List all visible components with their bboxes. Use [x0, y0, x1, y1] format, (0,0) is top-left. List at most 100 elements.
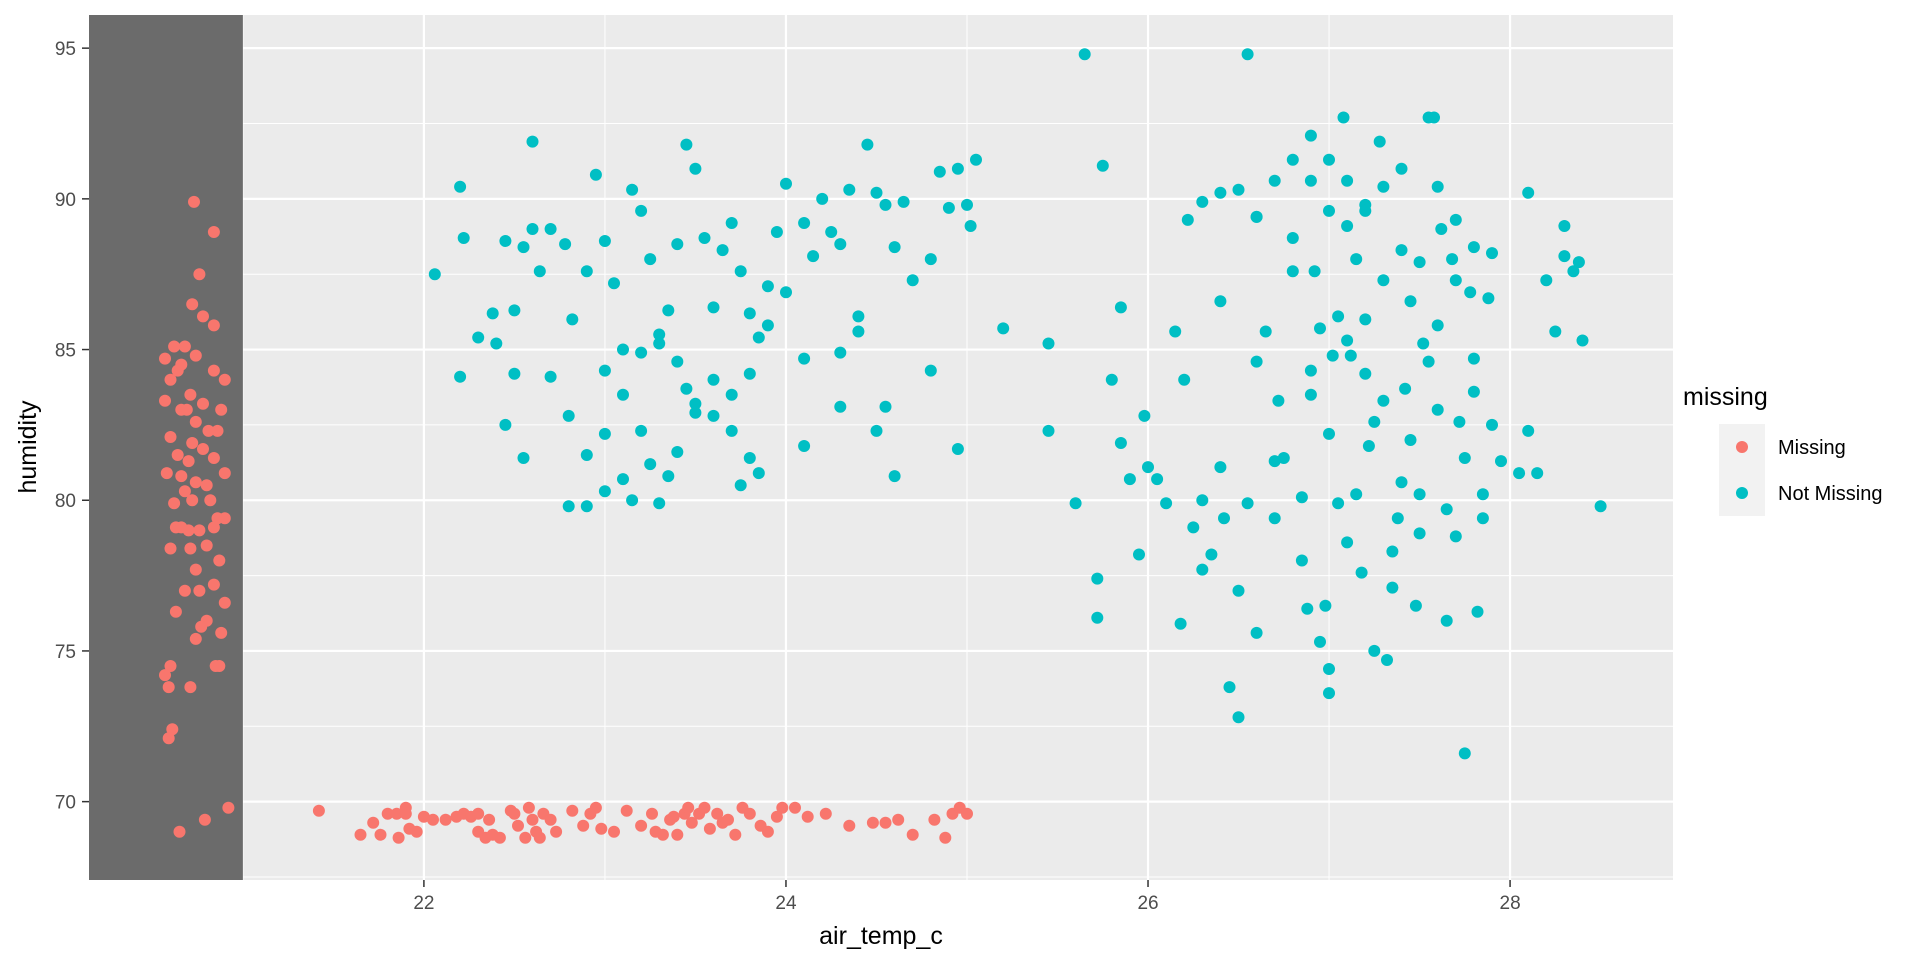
point-not-missing [1344, 349, 1357, 362]
point-not-missing [1362, 440, 1375, 452]
point-missing [381, 807, 394, 820]
point-not-missing [725, 217, 738, 229]
point-not-missing [1286, 265, 1299, 278]
point-not-missing [653, 328, 666, 341]
point-missing [508, 807, 521, 820]
point-missing [189, 415, 202, 428]
point-not-missing [1458, 747, 1471, 760]
point-missing [685, 816, 698, 829]
point-not-missing [834, 238, 847, 251]
point-missing [667, 810, 680, 823]
point-not-missing [1123, 473, 1136, 486]
point-missing [526, 813, 539, 826]
point-not-missing [598, 235, 611, 247]
point-missing [589, 801, 602, 814]
point-missing [188, 195, 200, 208]
x-axis-title: air_temp_c [819, 922, 943, 950]
point-not-missing [1458, 452, 1471, 464]
point-missing [218, 373, 231, 386]
point-missing [168, 340, 181, 353]
point-not-missing [1558, 250, 1571, 263]
point-not-missing [1572, 256, 1585, 269]
x-tick-label: 28 [1500, 893, 1521, 914]
point-not-missing [1069, 497, 1082, 510]
point-not-missing [1232, 584, 1245, 597]
point-missing [186, 298, 199, 311]
point-not-missing [1323, 427, 1335, 440]
point-not-missing [1268, 174, 1281, 187]
point-not-missing [1169, 325, 1182, 338]
point-missing [198, 813, 211, 826]
point-missing [819, 807, 832, 820]
point-not-missing [1435, 223, 1448, 235]
point-not-missing [1337, 111, 1350, 124]
point-missing [193, 584, 206, 597]
point-not-missing [707, 409, 720, 422]
point-not-missing [707, 373, 720, 386]
point-missing [166, 723, 179, 736]
point-missing [770, 810, 783, 823]
point-not-missing [879, 400, 892, 413]
point-not-missing [834, 400, 847, 413]
point-missing [711, 807, 724, 820]
point-missing [184, 388, 197, 401]
point-not-missing [888, 241, 901, 254]
point-not-missing [562, 500, 575, 513]
point-not-missing [1482, 292, 1495, 305]
point-not-missing [1304, 129, 1317, 142]
point-not-missing [942, 201, 955, 214]
point-missing [533, 831, 546, 844]
point-not-missing [879, 198, 892, 211]
point-not-missing [598, 364, 611, 377]
point-not-missing [1323, 204, 1335, 217]
point-missing [162, 732, 175, 745]
point-not-missing [951, 162, 964, 175]
point-not-missing [1413, 527, 1426, 540]
point-missing [202, 424, 215, 437]
point-not-missing [752, 331, 765, 344]
point-not-missing [1214, 186, 1227, 199]
point-not-missing [1391, 512, 1404, 525]
point-not-missing [526, 135, 539, 148]
point-not-missing [1277, 452, 1290, 464]
point-not-missing [1373, 135, 1386, 148]
point-not-missing [1286, 232, 1299, 244]
point-missing [218, 467, 231, 480]
point-not-missing [1214, 295, 1227, 308]
point-not-missing [770, 226, 783, 238]
point-not-missing [924, 253, 937, 266]
point-not-missing [562, 409, 575, 422]
point-not-missing [1540, 274, 1553, 287]
point-missing [164, 542, 177, 555]
point-not-missing [1464, 286, 1477, 299]
point-not-missing [1259, 325, 1272, 338]
point-not-missing [689, 162, 702, 175]
point-missing [175, 521, 188, 534]
point-missing [620, 804, 633, 817]
point-not-missing [1386, 581, 1399, 594]
point-not-missing [1355, 566, 1368, 579]
point-missing [197, 443, 209, 455]
point-missing [178, 485, 191, 498]
point-not-missing [752, 467, 765, 480]
point-missing [159, 352, 171, 365]
point-not-missing [743, 452, 756, 464]
point-not-missing [780, 177, 792, 190]
point-not-missing [861, 138, 874, 151]
point-not-missing [1431, 403, 1444, 416]
point-missing [193, 524, 206, 537]
point-not-missing [689, 397, 702, 410]
point-missing [577, 819, 590, 832]
point-missing [892, 813, 905, 826]
point-missing [374, 828, 387, 841]
point-not-missing [644, 253, 657, 266]
point-not-missing [499, 418, 512, 431]
point-not-missing [1476, 488, 1489, 501]
point-not-missing [1250, 626, 1263, 639]
point-not-missing [626, 494, 639, 507]
point-not-missing [816, 192, 829, 205]
point-not-missing [1091, 572, 1104, 585]
point-not-missing [626, 183, 639, 196]
point-not-missing [852, 325, 865, 338]
